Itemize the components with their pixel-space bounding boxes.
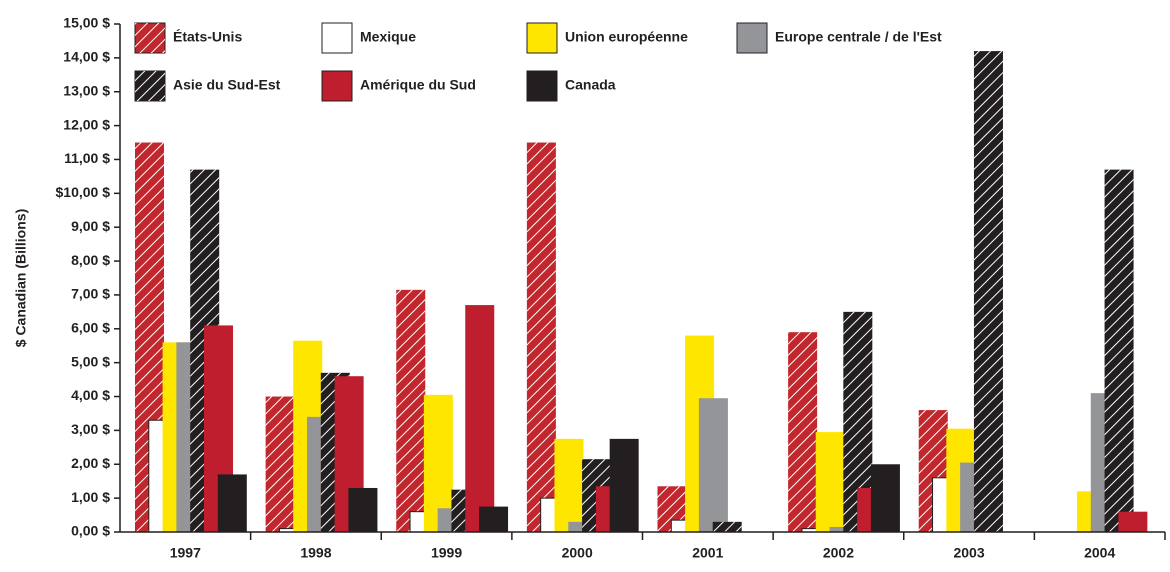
- bar: [609, 438, 639, 532]
- legend-swatch-hatch: [135, 71, 165, 101]
- x-tick-label: 2003: [953, 545, 984, 561]
- legend-swatch: [526, 22, 558, 54]
- legend-label: Canada: [565, 77, 616, 93]
- legend-label: Union européenne: [565, 29, 688, 45]
- bar-hatch: [265, 396, 295, 532]
- legend-label: États-Unis: [173, 29, 242, 45]
- y-tick-label: 1,00 $: [71, 489, 110, 505]
- x-tick-label: 2000: [562, 545, 593, 561]
- bar-hatch: [788, 332, 818, 532]
- legend-swatch: [321, 22, 353, 54]
- y-tick-label: 2,00 $: [71, 455, 110, 471]
- y-tick-label: 5,00 $: [71, 353, 110, 369]
- bar-hatch: [396, 289, 426, 532]
- x-tick-label: 1999: [431, 545, 462, 561]
- x-tick-label: 2001: [692, 545, 723, 561]
- x-tick-label: 1997: [170, 545, 201, 561]
- x-tick-label: 2002: [823, 545, 854, 561]
- bar: [217, 474, 247, 532]
- y-tick-label: 12,00 $: [63, 116, 110, 132]
- x-tick-label: 2004: [1084, 545, 1115, 561]
- y-tick-label: 7,00 $: [71, 286, 110, 302]
- bar: [870, 464, 900, 532]
- y-axis-label: $ Canadian (Billions): [13, 209, 29, 347]
- y-tick-label: 14,00 $: [63, 49, 110, 65]
- y-tick-label: 13,00 $: [63, 82, 110, 98]
- bar: [554, 438, 584, 532]
- y-tick-label: 6,00 $: [71, 320, 110, 336]
- bar: [1118, 511, 1148, 532]
- legend-swatch: [736, 22, 768, 54]
- bar: [479, 506, 509, 532]
- bar-hatch: [1104, 169, 1134, 533]
- bar-hatch: [712, 521, 742, 532]
- y-tick-label: 11,00 $: [64, 150, 110, 166]
- legend-swatch-hatch: [135, 23, 165, 53]
- bar: [698, 398, 728, 532]
- y-tick-label: $10,00 $: [56, 184, 111, 200]
- y-tick-label: 8,00 $: [71, 252, 110, 268]
- x-tick-label: 1998: [300, 545, 331, 561]
- legend-label: Mexique: [360, 29, 416, 45]
- bar-hatch: [973, 51, 1003, 533]
- legend-label: Asie du Sud-Est: [173, 77, 281, 93]
- y-tick-label: 15,00 $: [63, 15, 110, 31]
- y-tick-label: 3,00 $: [71, 421, 110, 437]
- bar: [348, 487, 378, 532]
- legend-label: Europe centrale / de l'Est: [775, 29, 942, 45]
- y-tick-label: 0,00 $: [71, 523, 110, 539]
- bar: [465, 305, 495, 532]
- bar-hatch: [526, 142, 556, 533]
- legend-swatch: [526, 70, 558, 102]
- legend-label: Amérique du Sud: [360, 77, 476, 93]
- y-tick-label: 9,00 $: [71, 218, 110, 234]
- legend-swatch: [321, 70, 353, 102]
- y-tick-label: 4,00 $: [71, 387, 110, 403]
- bar: [815, 432, 845, 532]
